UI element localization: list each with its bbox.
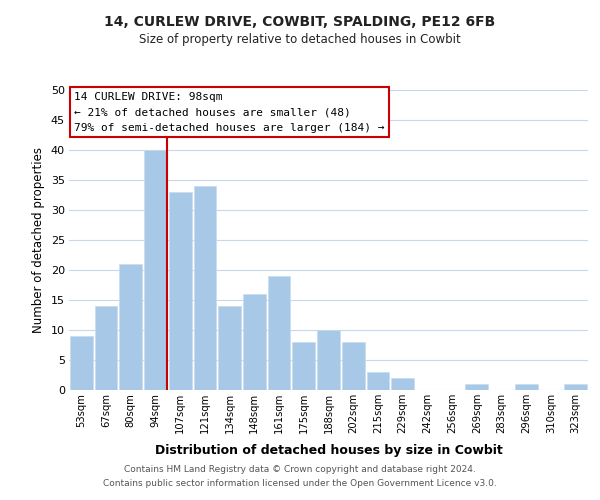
Bar [292,342,315,390]
Y-axis label: Number of detached properties: Number of detached properties [32,147,45,333]
X-axis label: Distribution of detached houses by size in Cowbit: Distribution of detached houses by size … [155,444,502,458]
Bar [119,264,142,390]
Bar [144,150,167,390]
Text: Size of property relative to detached houses in Cowbit: Size of property relative to detached ho… [139,32,461,46]
Text: Contains HM Land Registry data © Crown copyright and database right 2024.
Contai: Contains HM Land Registry data © Crown c… [103,466,497,487]
Bar [95,306,118,390]
Bar [268,276,290,390]
Bar [564,384,587,390]
Bar [342,342,365,390]
Bar [515,384,538,390]
Text: 14 CURLEW DRIVE: 98sqm
← 21% of detached houses are smaller (48)
79% of semi-det: 14 CURLEW DRIVE: 98sqm ← 21% of detached… [74,92,385,132]
Bar [243,294,266,390]
Bar [391,378,414,390]
Text: 14, CURLEW DRIVE, COWBIT, SPALDING, PE12 6FB: 14, CURLEW DRIVE, COWBIT, SPALDING, PE12… [104,15,496,29]
Bar [317,330,340,390]
Bar [466,384,488,390]
Bar [70,336,93,390]
Bar [194,186,216,390]
Bar [218,306,241,390]
Bar [367,372,389,390]
Bar [169,192,191,390]
